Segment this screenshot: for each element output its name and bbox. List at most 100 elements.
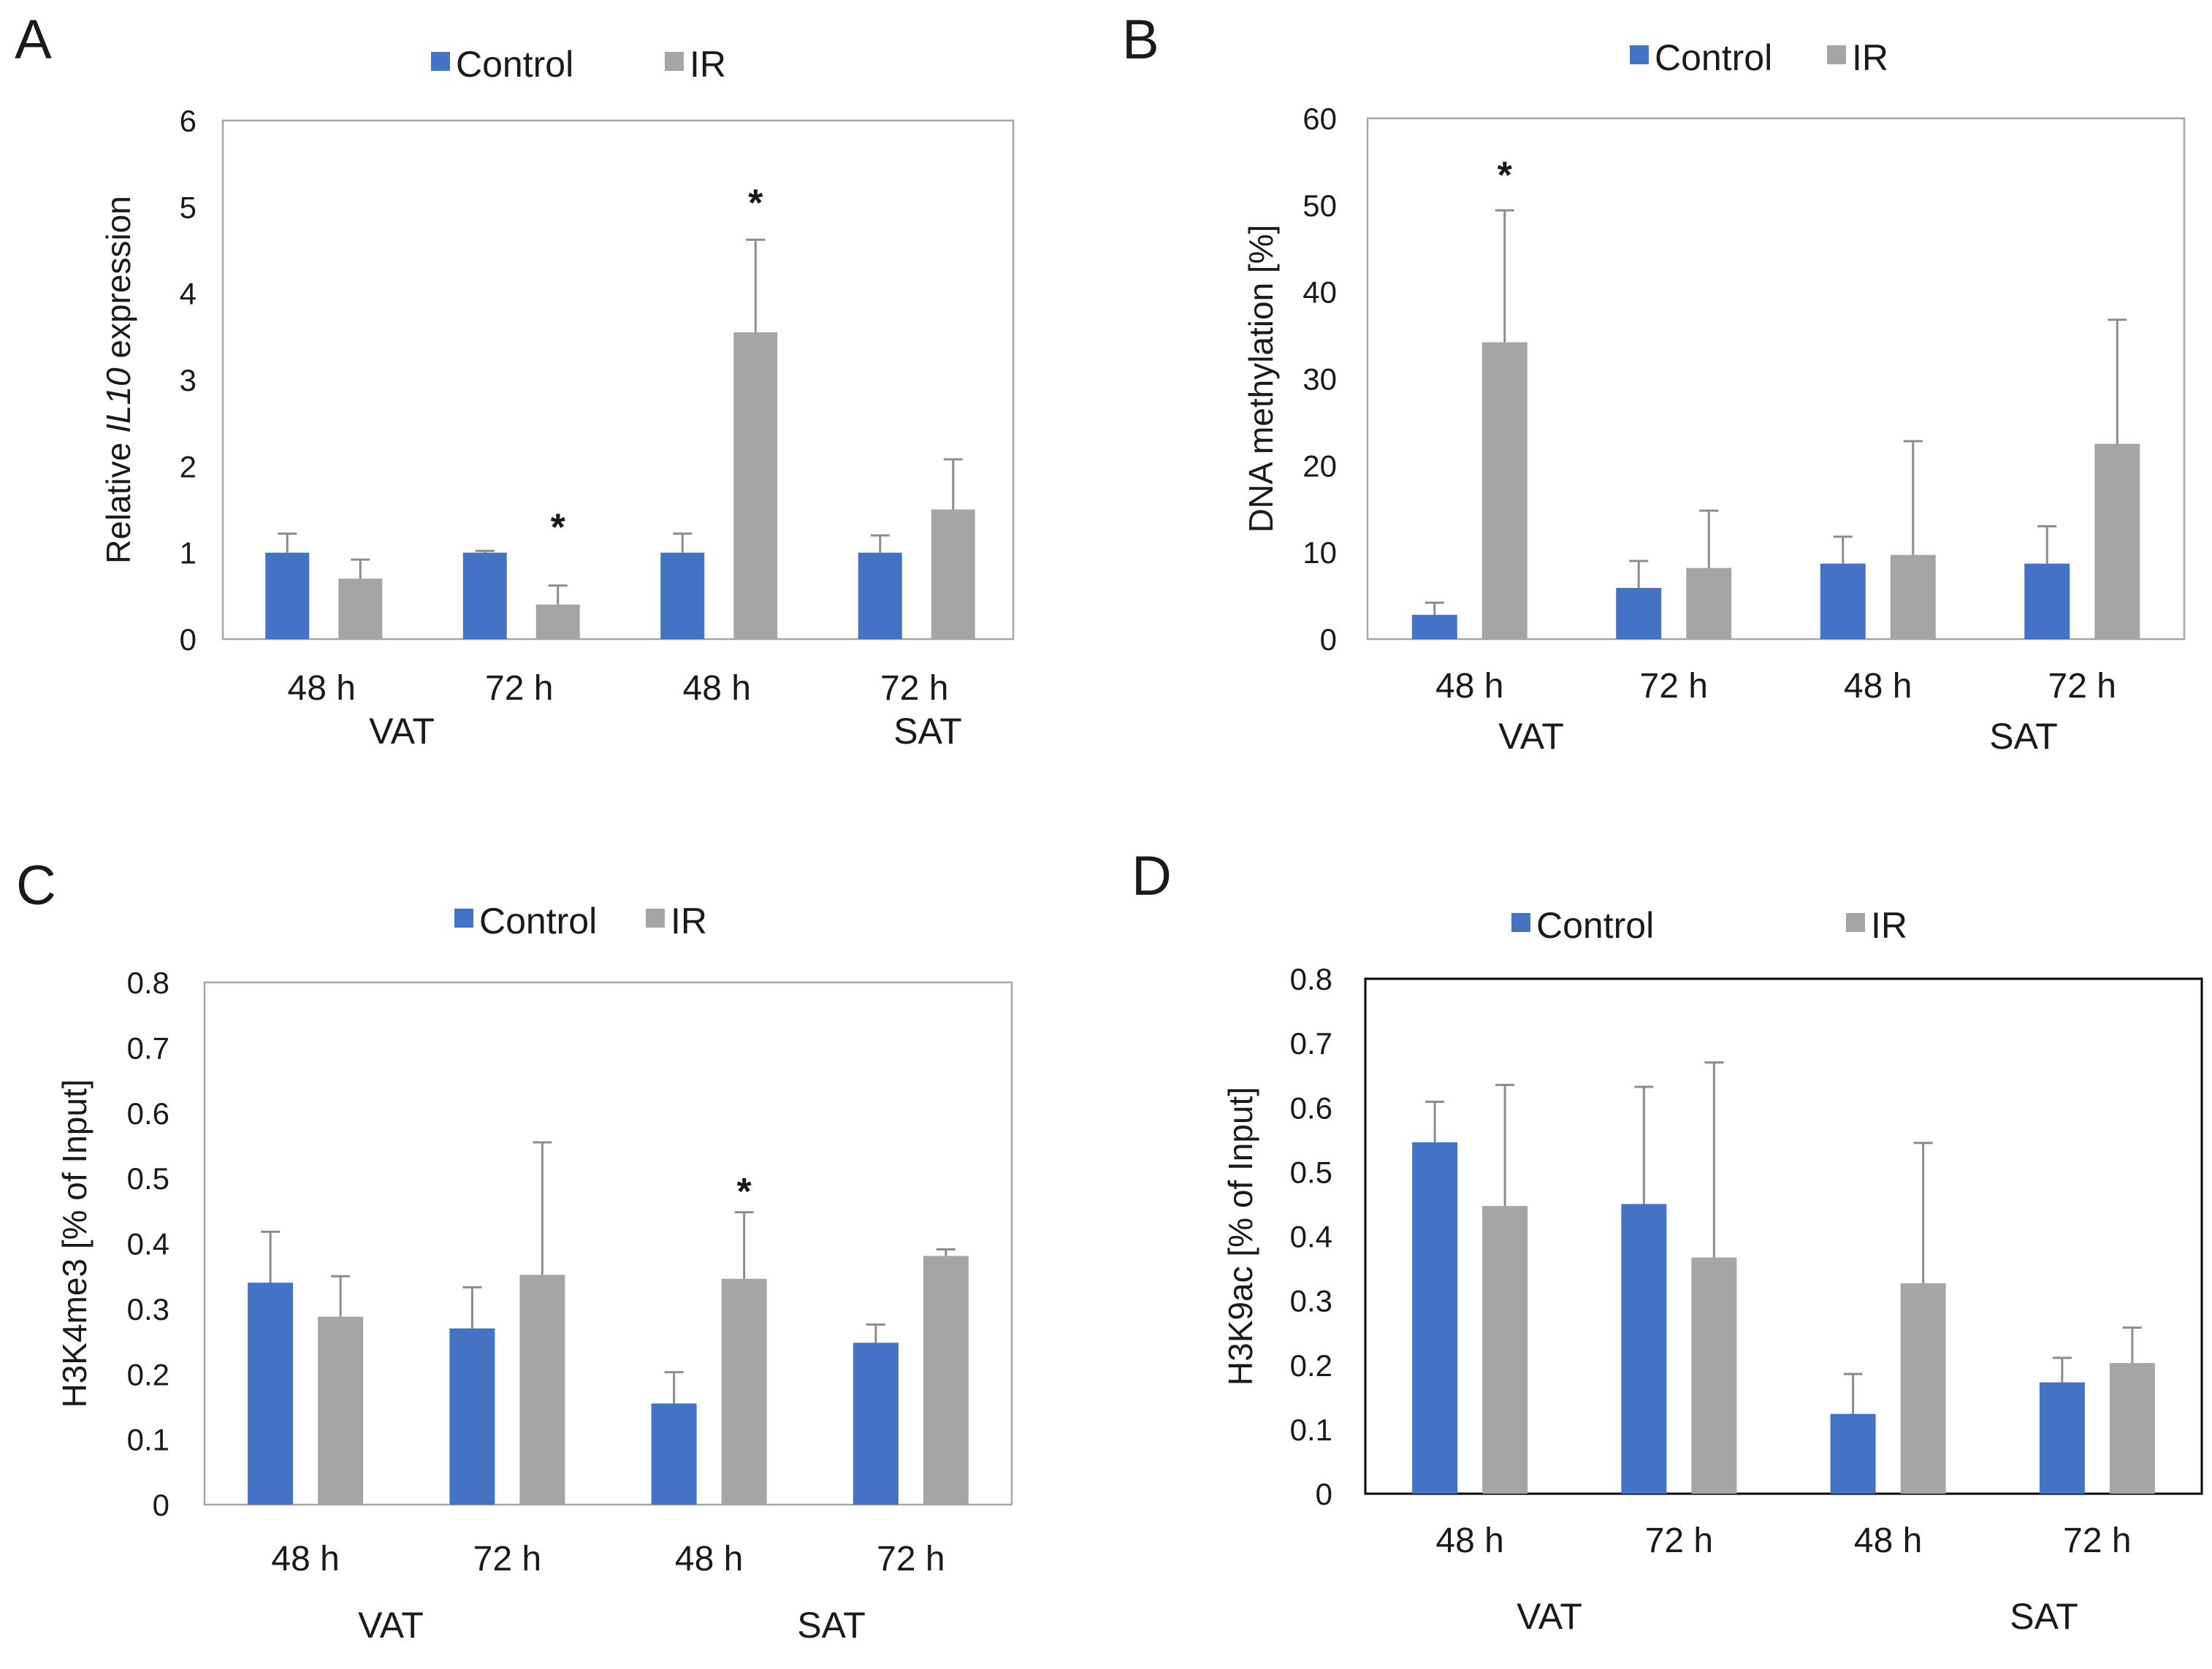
plot-area-frame xyxy=(1364,977,2203,1495)
bar-control xyxy=(651,1403,697,1505)
x-category-label: 48 h xyxy=(271,1540,339,1578)
y-tick-label: 30 xyxy=(1303,362,1337,397)
chart-b: B 0 10 20 30 40 50 60 DNA methylation [%] Control… xyxy=(1122,9,2186,757)
legend-swatch-control xyxy=(454,909,473,928)
chart-a: A 0 1 2 3 4 5 6 Relative IL10 expression Control I… xyxy=(15,9,1015,752)
significance-star: * xyxy=(748,183,763,225)
legend-label-control: Control xyxy=(1655,37,1772,78)
chart-c: C 0 0.1 0.2 0.3 0.4 0.5 0.6 0.7 0.8 H3K4me3 [% of … xyxy=(16,855,1013,1646)
bar-control xyxy=(449,1328,495,1505)
y-tick-label: 3 xyxy=(180,363,197,397)
y-tick-label: 40 xyxy=(1303,275,1337,310)
y-tick-label: 50 xyxy=(1303,188,1337,223)
group-label-sat: SAT xyxy=(2010,1596,2078,1637)
y-axis-title: H3K4me3 [% of Input] xyxy=(56,1079,94,1408)
bar-ir xyxy=(733,332,778,639)
y-axis-title: DNA methylation [%] xyxy=(1242,225,1280,533)
group-label-vat: VAT xyxy=(1517,1596,1582,1637)
legend-swatch-ir xyxy=(1846,913,1865,932)
chart-d: D 0 0.1 0.2 0.3 0.4 0.5 0.6 0.7 0.8 H3K9ac [% of I… xyxy=(1132,845,2203,1637)
x-category-label: 72 h xyxy=(2048,667,2116,706)
bar-control xyxy=(660,552,705,639)
plot-area-frame xyxy=(1366,117,2186,641)
x-category-label: 48 h xyxy=(1435,1521,1503,1560)
bar-ir xyxy=(519,1275,565,1505)
y-tick-label: 0.5 xyxy=(127,1161,169,1196)
y-tick-label: 0.8 xyxy=(127,966,169,1000)
x-category-label: 72 h xyxy=(473,1540,541,1578)
x-category-label: 72 h xyxy=(1640,667,1708,706)
legend-label-ir: IR xyxy=(671,901,707,942)
panel-d: D 0 0.1 0.2 0.3 0.4 0.5 0.6 0.7 0.8 H3K9ac [% of I… xyxy=(1106,833,2212,1665)
y-tick-label: 0 xyxy=(1316,1477,1332,1511)
bar-ir xyxy=(1691,1257,1737,1494)
bar-ir xyxy=(2094,443,2140,639)
x-category-label: 72 h xyxy=(485,669,553,708)
bar-ir xyxy=(931,509,975,639)
significance-star: * xyxy=(551,506,566,549)
bar-ir xyxy=(1890,554,1936,639)
panel-b: B 0 10 20 30 40 50 60 DNA methylation [%] Control… xyxy=(1106,0,2212,833)
group-label-vat: VAT xyxy=(358,1605,424,1646)
group-label-sat: SAT xyxy=(1989,716,2058,757)
y-tick-label: 0.7 xyxy=(127,1031,169,1065)
y-tick-label: 0.5 xyxy=(1290,1155,1332,1189)
x-category-label: 72 h xyxy=(1645,1521,1713,1560)
bar-control xyxy=(2024,563,2070,639)
bar-ir xyxy=(2109,1363,2155,1494)
x-category-label: 48 h xyxy=(675,1540,743,1578)
y-tick-label: 20 xyxy=(1303,448,1337,483)
panel-a: A 0 1 2 3 4 5 6 Relative IL10 expression Control I… xyxy=(0,0,1106,833)
panel-letter: C xyxy=(16,855,56,917)
bar-control xyxy=(853,1343,899,1505)
y-axis-title-part: Relative xyxy=(99,433,137,564)
legend-label-control: Control xyxy=(479,901,597,942)
y-tick-label: 0.4 xyxy=(127,1227,169,1261)
legend-swatch-control xyxy=(1630,45,1649,64)
y-tick-label: 10 xyxy=(1303,535,1337,570)
y-tick-label: 0 xyxy=(180,622,197,657)
bar-ir xyxy=(535,604,580,639)
bar-ir xyxy=(318,1316,364,1505)
x-category-label: 48 h xyxy=(1435,667,1503,706)
bar-ir xyxy=(1686,568,1732,639)
y-tick-label: 5 xyxy=(180,190,197,224)
y-axis-title-part: IL10 xyxy=(99,367,137,433)
y-tick-label: 1 xyxy=(180,536,197,570)
panel-letter: A xyxy=(15,9,52,71)
y-tick-label: 0.8 xyxy=(1290,962,1332,996)
y-tick-label: 0.2 xyxy=(1290,1348,1332,1383)
y-tick-label: 0.6 xyxy=(1290,1091,1332,1125)
y-tick-label: 0.3 xyxy=(127,1292,169,1326)
legend-label-ir: IR xyxy=(690,44,726,85)
y-axis-title-part: expression xyxy=(99,196,137,367)
significance-star: * xyxy=(1498,154,1513,196)
legend-label-ir: IR xyxy=(1871,905,1907,946)
x-category-label: 72 h xyxy=(2063,1521,2131,1560)
legend-label-ir: IR xyxy=(1852,37,1888,78)
x-category-label: 48 h xyxy=(683,669,751,708)
x-category-label: 72 h xyxy=(880,669,948,708)
y-tick-label: 4 xyxy=(180,277,197,311)
bar-control xyxy=(462,552,507,639)
bar-ir xyxy=(1900,1283,1946,1494)
y-axis-title: H3K9ac [% of Input] xyxy=(1221,1087,1259,1386)
bar-ir xyxy=(1482,1206,1528,1494)
plot-area-frame xyxy=(221,119,1015,641)
bar-control xyxy=(1616,587,1662,639)
group-label-sat: SAT xyxy=(893,711,962,752)
bar-control xyxy=(2039,1382,2085,1494)
bar-control xyxy=(1411,614,1457,639)
y-tick-label: 0.6 xyxy=(127,1096,169,1131)
y-tick-label: 2 xyxy=(180,449,197,484)
bar-control xyxy=(1830,1413,1876,1494)
significance-star: * xyxy=(737,1171,752,1213)
legend-swatch-ir xyxy=(1827,45,1846,64)
y-tick-label: 0.7 xyxy=(1290,1026,1332,1061)
bar-control xyxy=(1820,563,1866,639)
y-tick-label: 60 xyxy=(1303,102,1337,136)
x-category-label: 48 h xyxy=(1854,1521,1922,1560)
legend-swatch-ir xyxy=(665,52,684,71)
bar-control xyxy=(858,552,902,639)
plot-area-frame xyxy=(203,981,1013,1506)
